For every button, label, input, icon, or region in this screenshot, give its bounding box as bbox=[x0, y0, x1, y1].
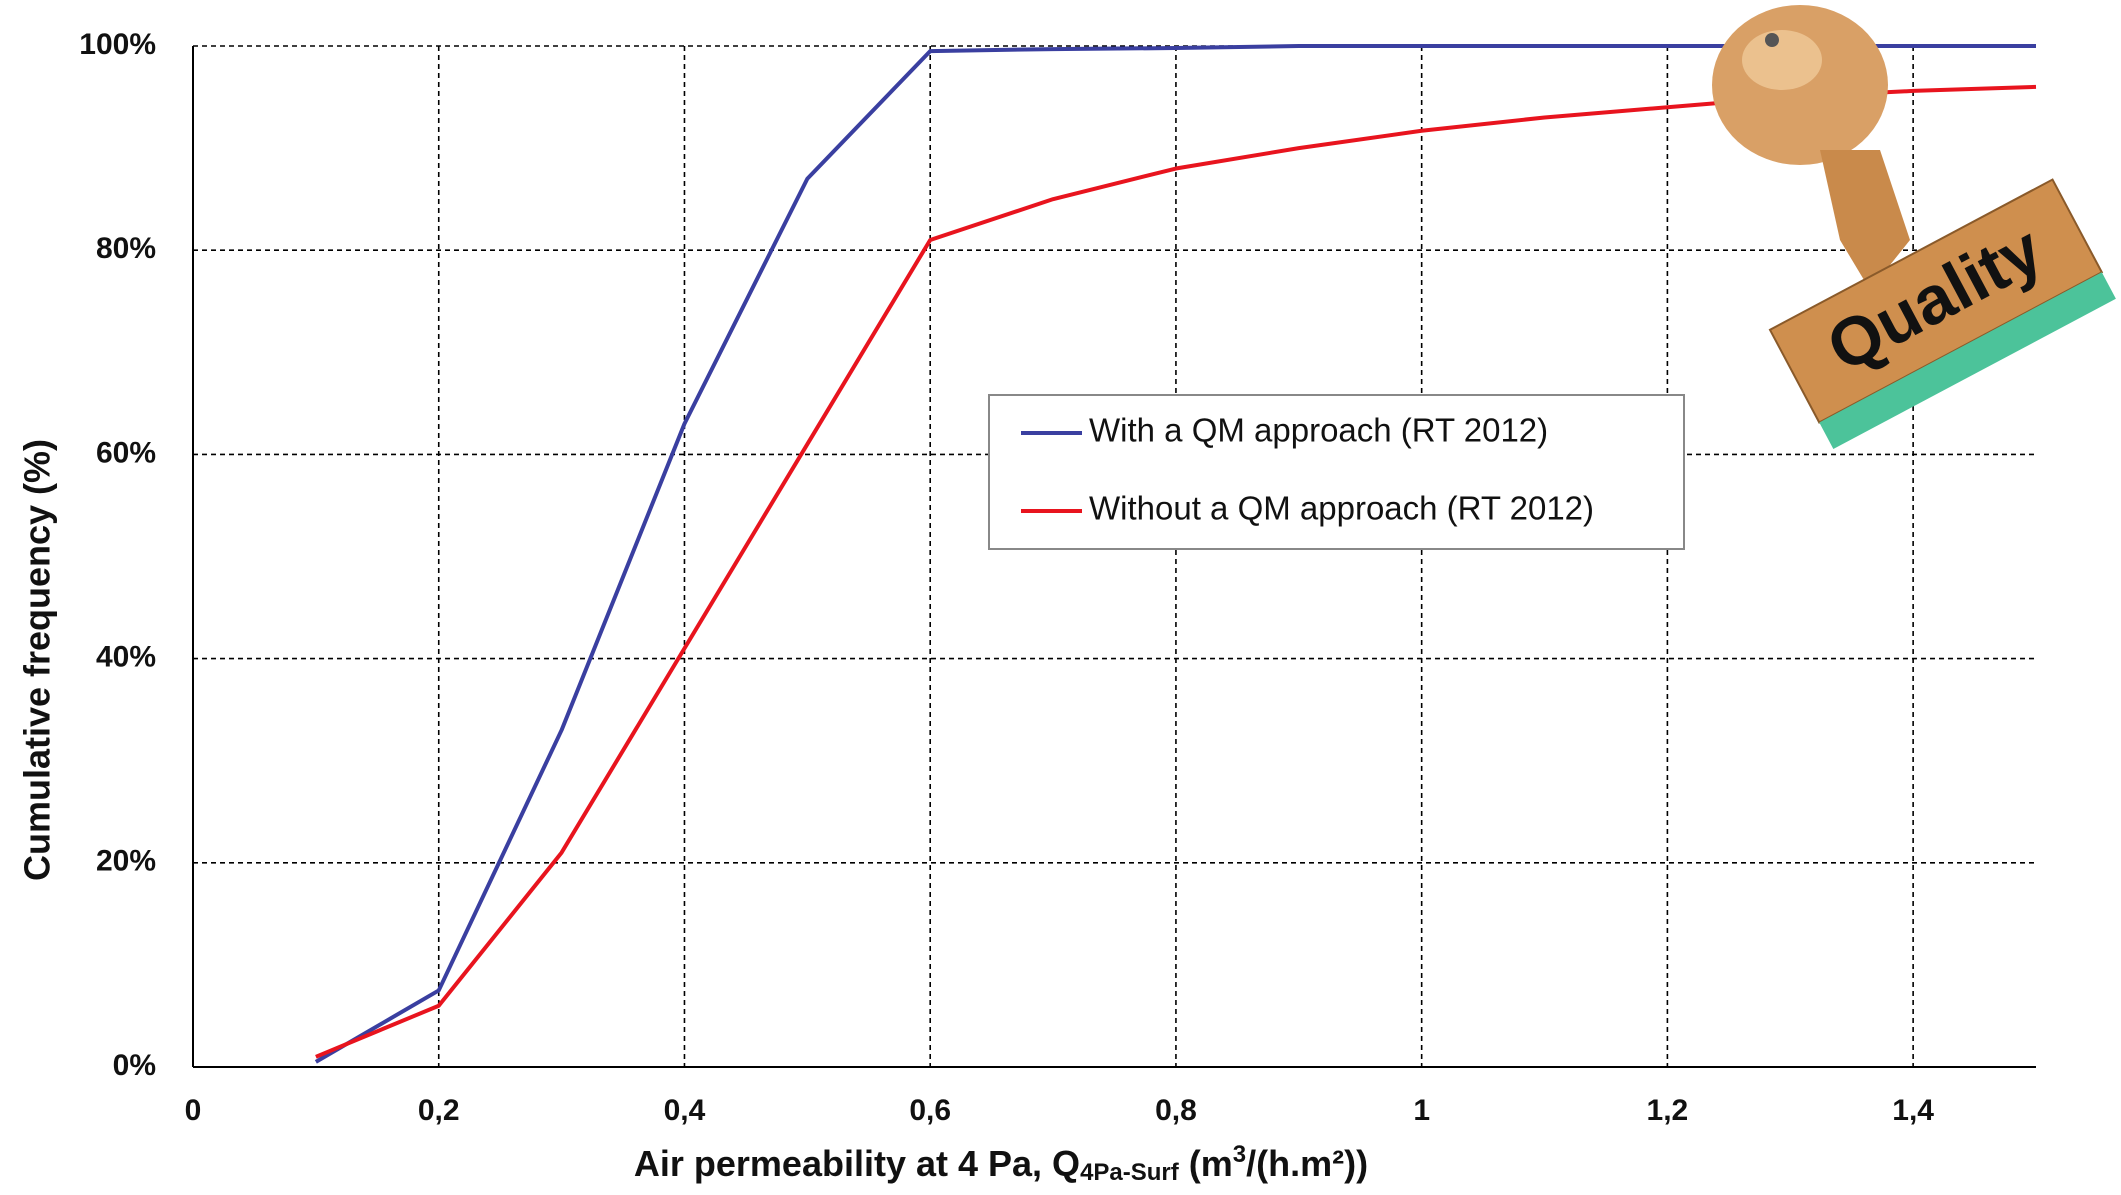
x-title-part: (m bbox=[1179, 1143, 1233, 1184]
stamp-neck bbox=[1820, 150, 1910, 290]
y-tick-label: 0% bbox=[113, 1049, 156, 1082]
y-tick-label: 80% bbox=[96, 232, 156, 265]
y-axis-title: Cumulative frequency (%) bbox=[17, 439, 58, 881]
y-tick-label: 60% bbox=[96, 436, 156, 469]
x-title-part: /(h.m²)) bbox=[1246, 1143, 1368, 1184]
x-tick-label: 0,4 bbox=[664, 1094, 706, 1127]
x-tick-label: 0 bbox=[185, 1094, 202, 1127]
x-title-subscript: 4Pa-Surf bbox=[1080, 1159, 1180, 1186]
x-tick-label: 1,2 bbox=[1647, 1094, 1689, 1127]
stamp-highlight bbox=[1742, 30, 1822, 90]
stamp-pin bbox=[1765, 33, 1779, 47]
x-tick-label: 1,4 bbox=[1892, 1094, 1934, 1127]
y-tick-label: 20% bbox=[96, 845, 156, 878]
x-tick-label: 0,2 bbox=[418, 1094, 460, 1127]
x-title-part: Air permeability at 4 Pa, Q bbox=[634, 1143, 1080, 1184]
x-axis-title: Air permeability at 4 Pa, Q4Pa-Surf (m3/… bbox=[634, 1141, 1368, 1186]
x-tick-label: 0,6 bbox=[909, 1094, 951, 1127]
x-tick-label: 1 bbox=[1413, 1094, 1430, 1127]
y-tick-label: 100% bbox=[79, 28, 156, 61]
legend: With a QM approach (RT 2012) Without a QM… bbox=[988, 394, 1685, 550]
legend-box bbox=[988, 394, 1685, 550]
x-tick-label: 0,8 bbox=[1155, 1094, 1197, 1127]
y-tick-label: 40% bbox=[96, 641, 156, 674]
stamp-rubber bbox=[1819, 272, 2116, 449]
legend-label: Without a QM approach (RT 2012) bbox=[1089, 490, 1594, 527]
x-title-superscript: 3 bbox=[1233, 1141, 1246, 1168]
legend-label: With a QM approach (RT 2012) bbox=[1089, 412, 1548, 449]
stamp-decoration: Quality bbox=[1712, 5, 2116, 449]
